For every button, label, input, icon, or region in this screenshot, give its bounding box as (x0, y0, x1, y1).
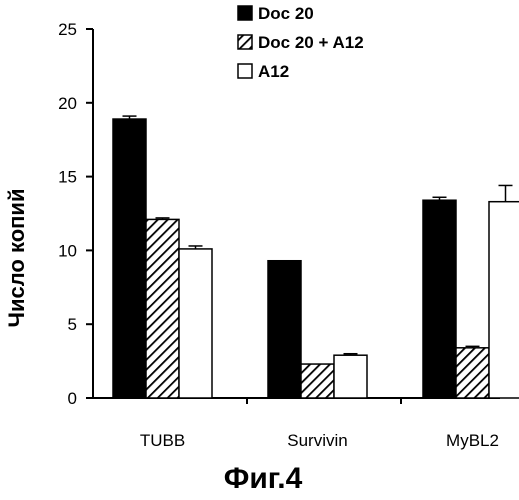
figure-caption: Фиг.4 (224, 462, 303, 495)
bar-doc-20-a12-tubb (146, 219, 179, 398)
y-tick-label: 15 (58, 168, 77, 187)
bar-doc-20-a12-mybl2 (456, 348, 489, 398)
legend-label-doc-20: Doc 20 (258, 4, 314, 23)
plot-area: 0 5 10 15 20 25 TUBB Survivin MyBL2 (58, 20, 519, 450)
legend: Doc 20 Doc 20 + A12 A12 (238, 4, 364, 81)
x-tick-label-mybl2: MyBL2 (446, 431, 499, 450)
y-tick-label: 5 (68, 315, 77, 334)
legend-swatch-doc-20-a12 (238, 35, 252, 49)
bar-a12-survivin (334, 355, 367, 398)
y-tick-label: 20 (58, 94, 77, 113)
bar-doc-20-a12-survivin (301, 364, 334, 398)
x-tick-label-survivin: Survivin (287, 431, 347, 450)
bar-doc-20-survivin (268, 261, 301, 398)
bar-doc-20-tubb (113, 119, 146, 398)
legend-swatch-a12 (238, 64, 252, 78)
bar-a12-tubb (179, 249, 212, 398)
y-axis-label: Число копий (4, 189, 29, 328)
y-tick-label: 25 (58, 20, 77, 39)
legend-swatch-doc-20 (238, 6, 252, 20)
y-tick-label: 10 (58, 241, 77, 260)
bar-doc-20-mybl2 (423, 200, 456, 398)
y-tick-label: 0 (68, 389, 77, 408)
legend-label-a12: A12 (258, 62, 289, 81)
bar-a12-mybl2 (489, 202, 519, 398)
x-tick-label-tubb: TUBB (140, 431, 185, 450)
legend-label-doc-20-a12: Doc 20 + A12 (258, 33, 364, 52)
